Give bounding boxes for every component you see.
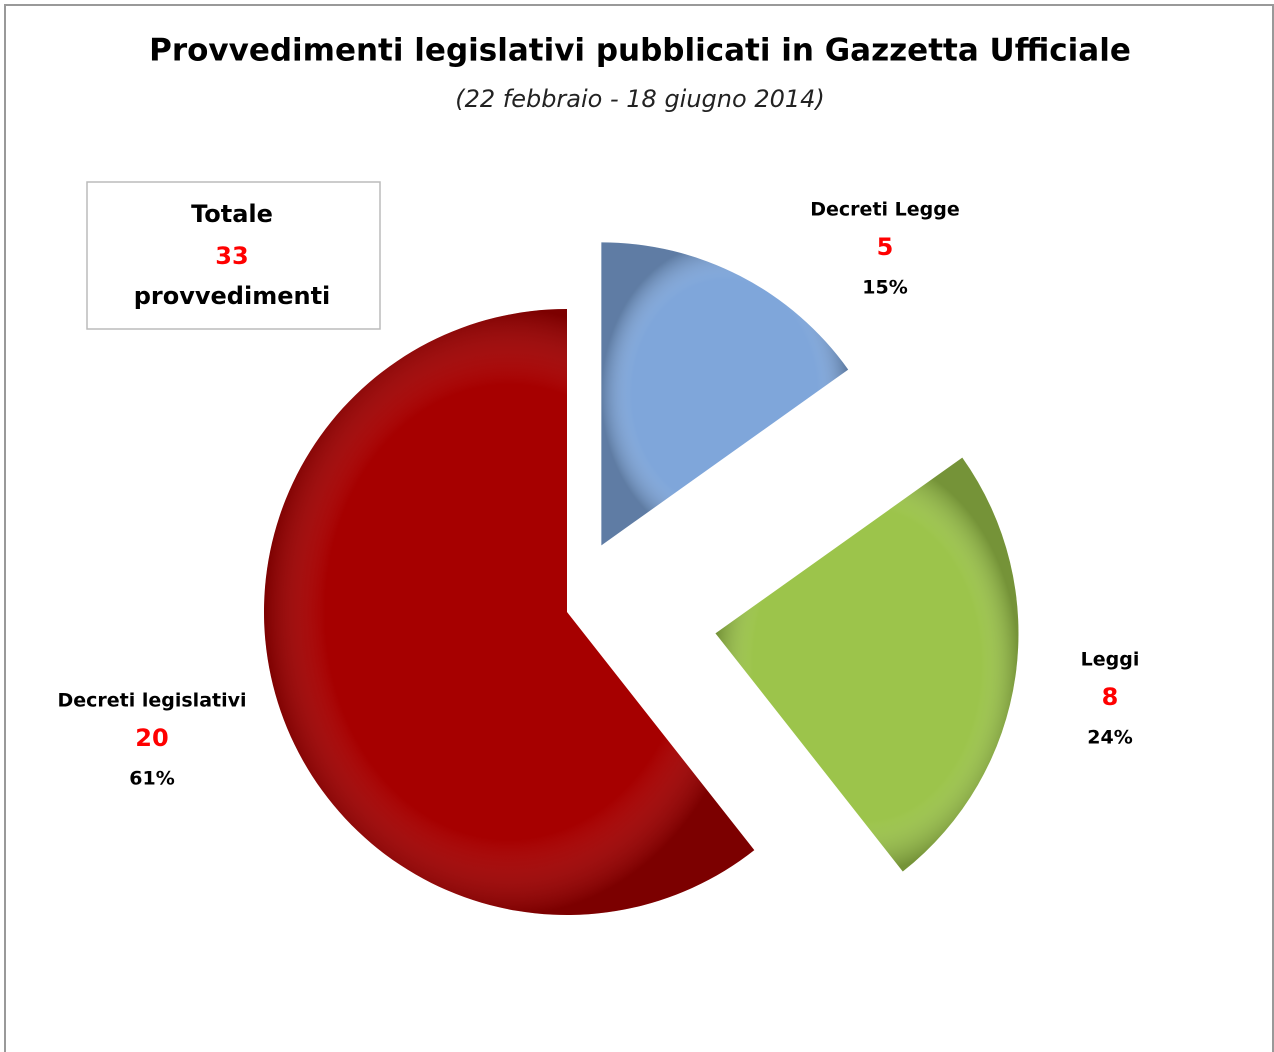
total-box xyxy=(86,181,381,330)
slice-percent: 24% xyxy=(1087,727,1132,749)
slice-label: Decreti Legge xyxy=(810,199,959,221)
slice-percent: 15% xyxy=(862,277,907,299)
total-value: 33 xyxy=(215,242,248,270)
total-label: Totale xyxy=(191,200,273,228)
total-unit: provvedimenti xyxy=(134,282,331,310)
chart-title: Provvedimenti legislativi pubblicati in … xyxy=(149,33,1131,69)
slice-value: 20 xyxy=(135,724,168,752)
chart-subtitle: (22 febbraio - 18 giugno 2014) xyxy=(455,85,825,113)
slice-value: 8 xyxy=(1102,683,1119,711)
slice-label: Leggi xyxy=(1081,649,1140,671)
slice-value: 5 xyxy=(877,233,894,261)
slice-label: Decreti legislativi xyxy=(57,690,246,712)
slice-percent: 61% xyxy=(129,768,174,790)
